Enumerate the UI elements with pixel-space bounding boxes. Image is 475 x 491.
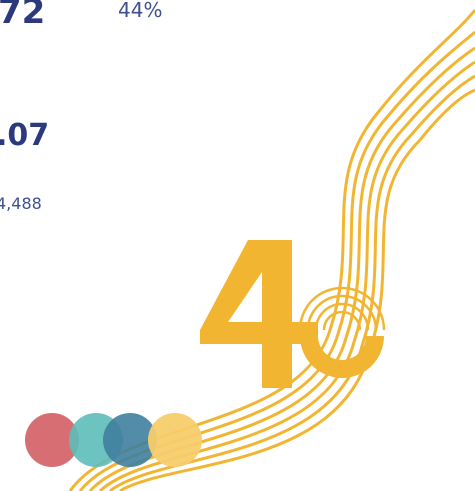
stat-value: .07 (0, 118, 49, 153)
page: 72 44% .07 4,488 {"stats": [{"value": "7… (0, 0, 475, 491)
circles (25, 413, 202, 467)
stat-detail: 4,488 (0, 194, 42, 213)
digit-zero-base (300, 336, 384, 378)
stat-percent: 44% (118, 0, 162, 22)
stat-value: 72 (0, 0, 45, 32)
anniversary-graphic (0, 0, 475, 491)
